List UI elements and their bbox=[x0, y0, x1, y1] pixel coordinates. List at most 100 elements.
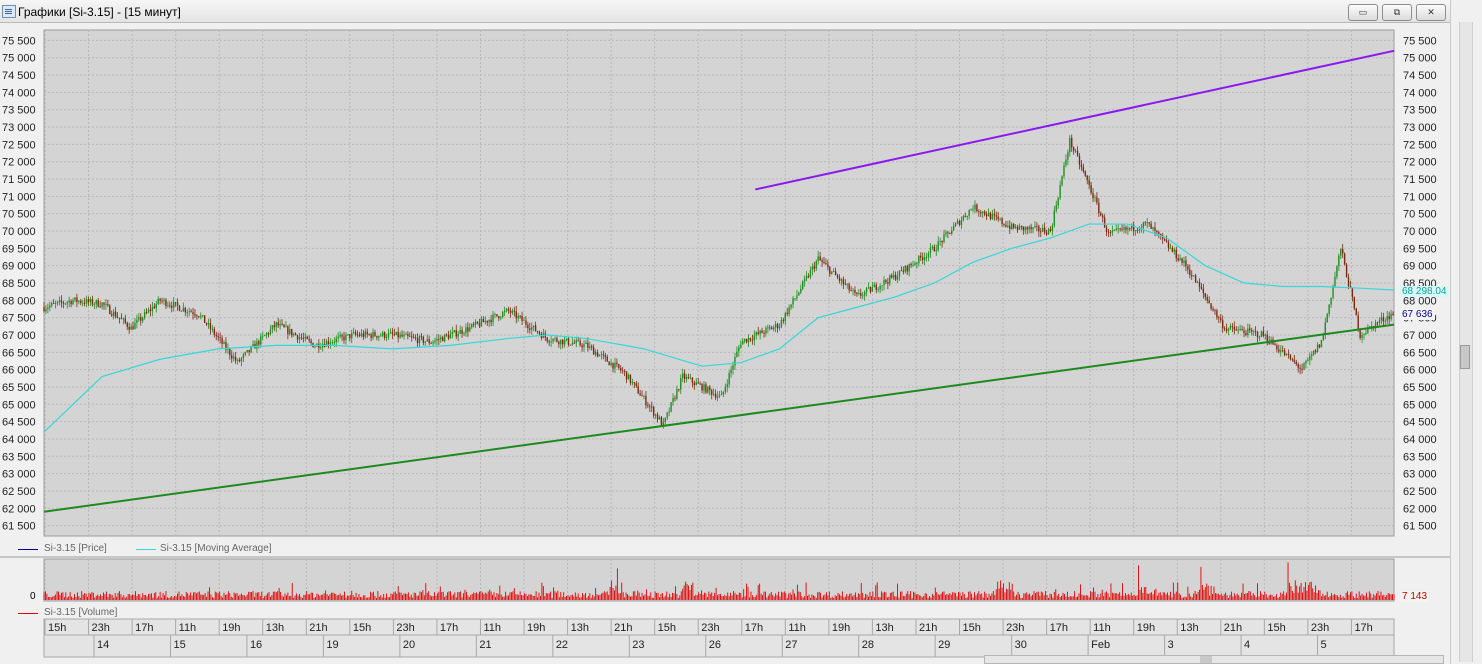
candle-body bbox=[697, 382, 699, 384]
hour-tick-label: 11h bbox=[1093, 622, 1111, 634]
candle-body bbox=[937, 241, 939, 251]
vertical-scrollbar[interactable] bbox=[1459, 22, 1473, 662]
candle-body bbox=[378, 335, 380, 338]
candle-body bbox=[198, 316, 200, 318]
hour-tick-label: 19h bbox=[832, 622, 850, 634]
candle-body bbox=[1102, 215, 1104, 218]
candle-body bbox=[480, 319, 483, 327]
candle-body bbox=[1278, 349, 1280, 352]
candle-body bbox=[616, 362, 618, 365]
candle-body bbox=[95, 300, 97, 305]
price-tick-label-left: 72 000 bbox=[2, 157, 36, 169]
day-tick-label: Feb bbox=[1091, 639, 1110, 651]
candle-body bbox=[672, 398, 674, 403]
candle-body bbox=[575, 340, 577, 344]
candle-body bbox=[862, 295, 864, 297]
candle-body bbox=[271, 325, 274, 330]
candle-body bbox=[1148, 222, 1150, 224]
candle-body bbox=[159, 298, 161, 301]
candle-body bbox=[1030, 226, 1032, 230]
candle-body bbox=[815, 261, 817, 269]
candle-body bbox=[622, 370, 624, 372]
restore-button[interactable]: ⧉ bbox=[1382, 4, 1412, 21]
candle-body bbox=[827, 264, 829, 267]
horizontal-scrollbar-thumb[interactable] bbox=[1200, 656, 1212, 663]
candle-body bbox=[1196, 281, 1199, 283]
candle-body bbox=[939, 240, 941, 242]
candle-body bbox=[472, 324, 475, 326]
candle-body bbox=[1175, 249, 1177, 259]
candle-body bbox=[1043, 227, 1046, 233]
candle-body bbox=[349, 334, 351, 339]
candle-body bbox=[716, 396, 719, 398]
candle-body bbox=[964, 216, 966, 218]
candle-body bbox=[43, 307, 45, 312]
candle-body bbox=[292, 333, 295, 336]
candle-body bbox=[1183, 260, 1185, 263]
candle-body bbox=[327, 341, 330, 345]
candle-body bbox=[1071, 137, 1073, 148]
candle-body bbox=[1084, 171, 1086, 176]
day-tick-label: 28 bbox=[862, 639, 874, 651]
candle-body bbox=[525, 320, 527, 325]
volume-bars-group bbox=[43, 562, 1395, 600]
price-tick-label-right: 74 000 bbox=[1403, 87, 1437, 99]
price-tick-label-left: 64 500 bbox=[2, 417, 36, 429]
candle-body bbox=[641, 395, 643, 397]
price-tick-label-left: 71 000 bbox=[2, 191, 36, 203]
candle-body bbox=[85, 299, 88, 304]
candle-body bbox=[780, 319, 783, 327]
volume-zero-label: 0 bbox=[30, 591, 36, 602]
candle-body bbox=[1276, 345, 1278, 350]
candle-body bbox=[691, 377, 694, 383]
candle-body bbox=[202, 315, 204, 317]
candle-body bbox=[892, 274, 895, 278]
candle-body bbox=[440, 337, 442, 340]
candle-body bbox=[1311, 354, 1313, 357]
horizontal-scrollbar[interactable] bbox=[984, 655, 1444, 664]
price-tick-label-right: 61 500 bbox=[1403, 521, 1437, 533]
candle-body bbox=[805, 275, 808, 279]
candle-body bbox=[1191, 274, 1193, 277]
candle-body bbox=[1295, 361, 1297, 365]
candle-body bbox=[784, 312, 786, 321]
candle-body bbox=[786, 312, 788, 315]
candle-body bbox=[711, 390, 713, 395]
candle-body bbox=[62, 302, 65, 304]
candle-body bbox=[947, 232, 949, 234]
candle-body bbox=[1334, 276, 1336, 286]
candle-body bbox=[1355, 308, 1357, 316]
candle-body bbox=[933, 246, 936, 252]
candle-body bbox=[142, 317, 144, 321]
candle-body bbox=[918, 255, 920, 264]
candle-body bbox=[1342, 248, 1344, 254]
candle-body bbox=[664, 417, 666, 422]
candle-body bbox=[1347, 277, 1350, 287]
candle-body bbox=[972, 209, 974, 211]
candle-body bbox=[536, 331, 539, 333]
candle-body bbox=[1210, 303, 1212, 309]
candle-body bbox=[633, 382, 636, 384]
candle-body bbox=[1117, 228, 1119, 230]
price-chart-svg[interactable]: 75 500 75 500 75 000 75 000 74 500 74 500 74 0… bbox=[0, 23, 1450, 664]
minimize-button[interactable]: ▭ bbox=[1348, 4, 1378, 21]
price-tick-label-left: 66 500 bbox=[2, 347, 36, 359]
hour-tick-label: 15h bbox=[48, 622, 66, 634]
candle-body bbox=[995, 215, 997, 217]
close-button[interactable]: ✕ bbox=[1416, 4, 1446, 21]
candle-body bbox=[693, 382, 696, 385]
candle-body bbox=[571, 342, 574, 345]
candle-body bbox=[370, 334, 372, 338]
vertical-scrollbar-thumb[interactable] bbox=[1460, 345, 1470, 369]
candle-body bbox=[1045, 232, 1048, 235]
candle-body bbox=[809, 270, 812, 278]
price-tick-label-right: 69 500 bbox=[1403, 243, 1437, 255]
candle-body bbox=[1258, 336, 1261, 338]
candle-body bbox=[72, 300, 74, 305]
candle-body bbox=[1367, 327, 1369, 333]
candle-body bbox=[1028, 226, 1030, 230]
price-tick-label-left: 73 500 bbox=[2, 105, 36, 117]
price-tick-label-left: 68 500 bbox=[2, 278, 36, 290]
hour-tick-label: 15h bbox=[963, 622, 981, 634]
price-tick-label-left: 73 000 bbox=[2, 122, 36, 134]
